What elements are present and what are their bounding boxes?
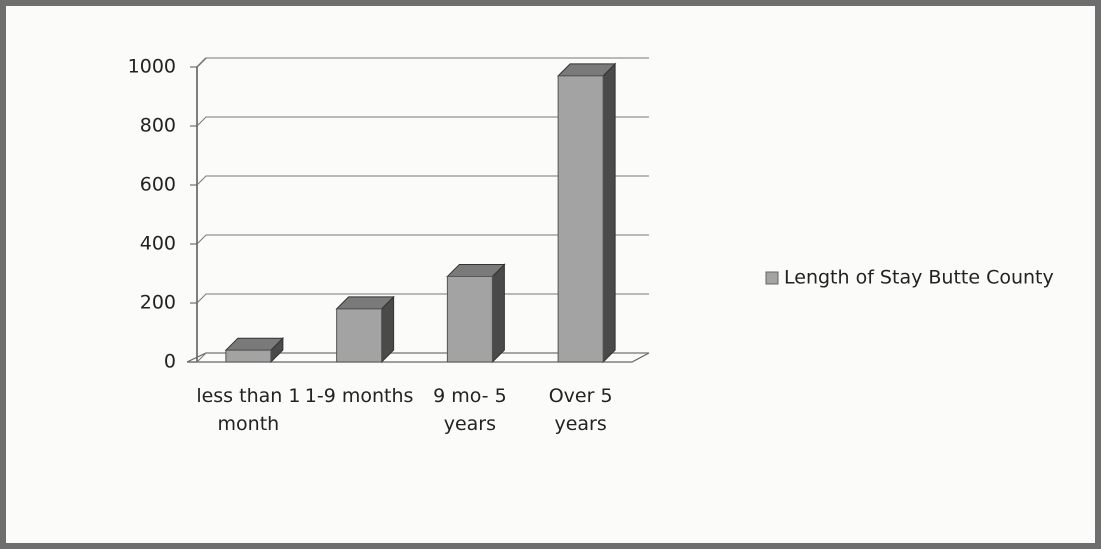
x-tick-label: less than 1 month: [196, 385, 301, 435]
y-tick-label: 400: [140, 233, 176, 255]
bar: [556, 62, 617, 364]
bar-side: [602, 62, 616, 364]
legend-label: Length of Stay Butte County: [784, 267, 1054, 289]
grid-line: [196, 234, 649, 245]
y-tick-label: 200: [140, 292, 176, 314]
x-tick-label: Over 5 years: [548, 385, 613, 435]
y-tick-label: 0: [164, 351, 176, 373]
bar: [446, 263, 506, 364]
y-tick-label: 600: [140, 174, 176, 196]
legend-swatch: [765, 271, 779, 285]
y-tick-label: 800: [140, 115, 176, 137]
bar: [224, 336, 285, 364]
bar: [335, 295, 395, 364]
y-tick-label: 1000: [128, 56, 176, 78]
x-tick-label: 1-9 months: [304, 385, 414, 407]
bar-front: [225, 349, 272, 363]
bar-front: [557, 75, 604, 363]
x-tick-label: 9 mo- 5 years: [433, 385, 507, 435]
y-axis: [196, 57, 207, 362]
grid-line: [196, 116, 649, 127]
bar-side: [491, 263, 505, 364]
bar-front: [336, 308, 383, 363]
bar-front: [446, 275, 493, 363]
grid-line: [196, 175, 649, 186]
grid-line: [196, 57, 649, 68]
